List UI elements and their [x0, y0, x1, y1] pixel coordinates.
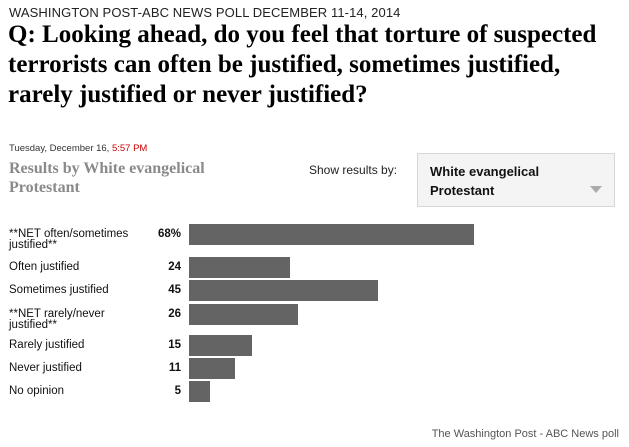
- show-results-label: Show results by:: [309, 163, 398, 177]
- bar-value-label: 68%: [157, 228, 181, 240]
- publish-dateline: Tuesday, December 16, 5:57 PM: [9, 143, 147, 154]
- bar: [189, 304, 298, 325]
- bar: [189, 358, 235, 379]
- bar-label: Often justified: [9, 261, 80, 273]
- bar: [189, 224, 474, 245]
- bar-label: Rarely justified: [9, 339, 85, 351]
- bar-label: Sometimes justified: [9, 284, 109, 296]
- bar-label: **NET rarely/never justified**: [9, 308, 105, 331]
- bar: [189, 280, 378, 301]
- bar-label: Never justified: [9, 362, 82, 374]
- publish-time: 5:57 PM: [111, 143, 148, 154]
- source-credit: The Washington Post - ABC News poll: [431, 428, 619, 440]
- chevron-down-icon: [590, 186, 602, 193]
- bar-value-label: 5: [174, 385, 181, 397]
- bar: [189, 335, 252, 356]
- publish-date: Tuesday, December 16,: [9, 143, 110, 154]
- bar-value-label: 15: [168, 339, 181, 351]
- group-select-value: White evangelical Protestant: [430, 164, 540, 198]
- bar-value-label: 45: [168, 284, 181, 296]
- bar-label: **NET often/sometimes justified**: [9, 228, 129, 251]
- bar-value-label: 11: [168, 362, 181, 374]
- bar-label: No opinion: [9, 385, 64, 397]
- bar: [189, 257, 290, 278]
- bar-value-label: 24: [168, 261, 181, 273]
- bar: [189, 381, 210, 402]
- bar-value-label: 26: [168, 308, 181, 320]
- poll-question: Q: Looking ahead, do you feel that tortu…: [8, 21, 597, 108]
- group-select-dropdown[interactable]: White evangelical Protestant: [417, 153, 615, 207]
- results-heading: Results by White evangelical Protestant: [9, 160, 205, 196]
- poll-title: WASHINGTON POST-ABC NEWS POLL DECEMBER 1…: [9, 5, 401, 20]
